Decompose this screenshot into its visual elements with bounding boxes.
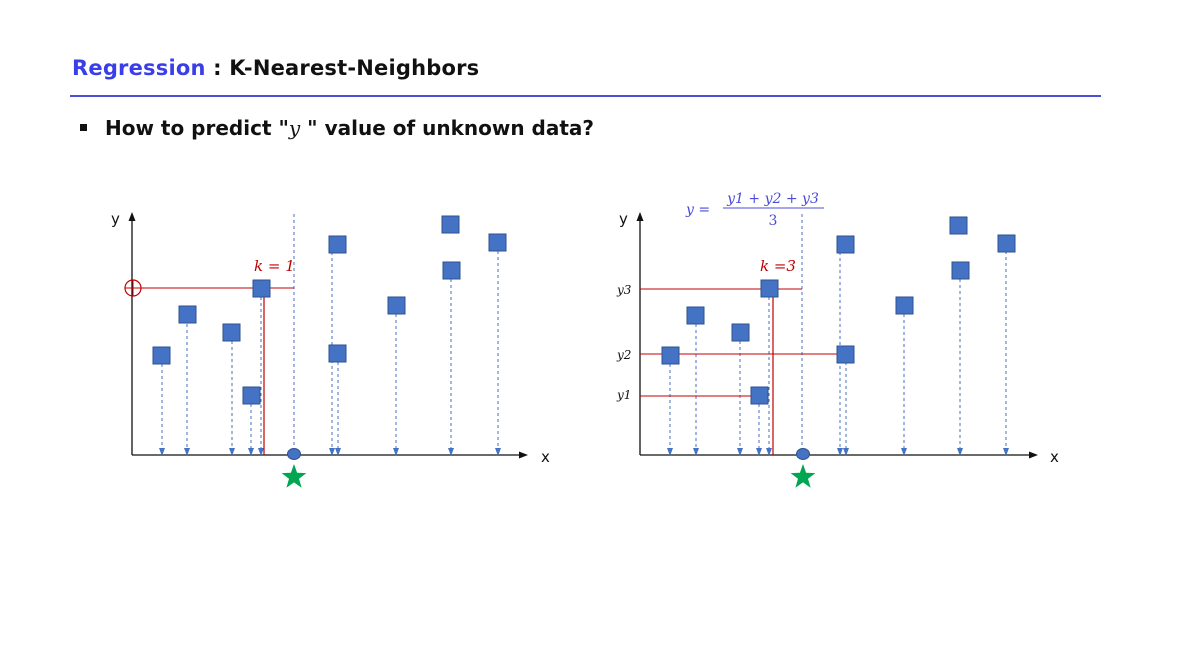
data-point	[328, 344, 347, 363]
nearest-data-point	[750, 386, 769, 405]
left-x-axis-label: x	[541, 448, 550, 466]
left-k-label: k = 1	[254, 257, 295, 275]
data-point	[836, 345, 855, 364]
data-point	[242, 386, 261, 405]
formula-denominator: 3	[769, 213, 778, 229]
data-point	[949, 216, 968, 235]
nearest-data-point	[661, 346, 680, 365]
right-y-axis-label: y	[619, 210, 628, 228]
data-point	[836, 235, 855, 254]
title-separator: :	[205, 56, 230, 80]
slide-title: Regression : K-Nearest-Neighbors	[72, 56, 479, 80]
data-point	[441, 215, 460, 234]
data-point	[686, 306, 705, 325]
data-point	[951, 261, 970, 280]
right-x-axis-label: x	[1050, 448, 1059, 466]
title-accent: Regression	[72, 56, 206, 80]
data-point	[442, 261, 461, 280]
data-point	[488, 233, 507, 252]
data-point	[895, 296, 914, 315]
data-point	[997, 234, 1016, 253]
bullet-square-icon	[80, 124, 87, 131]
data-point	[222, 323, 241, 342]
query-star-icon	[790, 464, 816, 488]
title-rest: K-Nearest-Neighbors	[229, 56, 480, 80]
left-y-axis-label: y	[111, 210, 120, 228]
bullet-prefix: How to predict "	[105, 116, 289, 140]
query-star-icon	[281, 464, 307, 488]
data-point	[731, 323, 750, 342]
average-formula: y = y1 + y2 + y3 3	[685, 191, 824, 229]
bullet-point: How to predict "y " value of unknown dat…	[80, 116, 594, 140]
left-panel: y x k = 1	[111, 210, 550, 488]
bullet-suffix: " value of unknown data?	[300, 116, 595, 140]
data-point	[387, 296, 406, 315]
data-point	[152, 346, 171, 365]
data-point	[328, 235, 347, 254]
bullet-variable: y	[288, 116, 301, 140]
nearest-data-point	[760, 279, 779, 298]
neighbor-label-y1: y1	[616, 388, 631, 402]
neighbor-label-y2: y2	[616, 348, 631, 362]
query-point	[796, 448, 810, 460]
formula-numerator: y1 + y2 + y3	[726, 191, 819, 207]
query-point	[287, 448, 301, 460]
right-k-label: k =3	[760, 257, 796, 275]
predicted-value-circle-icon	[124, 279, 142, 297]
right-panel: y x y = y1 + y2 + y3 3	[616, 191, 1059, 488]
data-point	[178, 305, 197, 324]
formula-lhs: y =	[685, 202, 710, 218]
nearest-data-point	[252, 279, 271, 298]
title-underline	[70, 95, 1101, 97]
neighbor-label-y3: y3	[616, 283, 632, 297]
